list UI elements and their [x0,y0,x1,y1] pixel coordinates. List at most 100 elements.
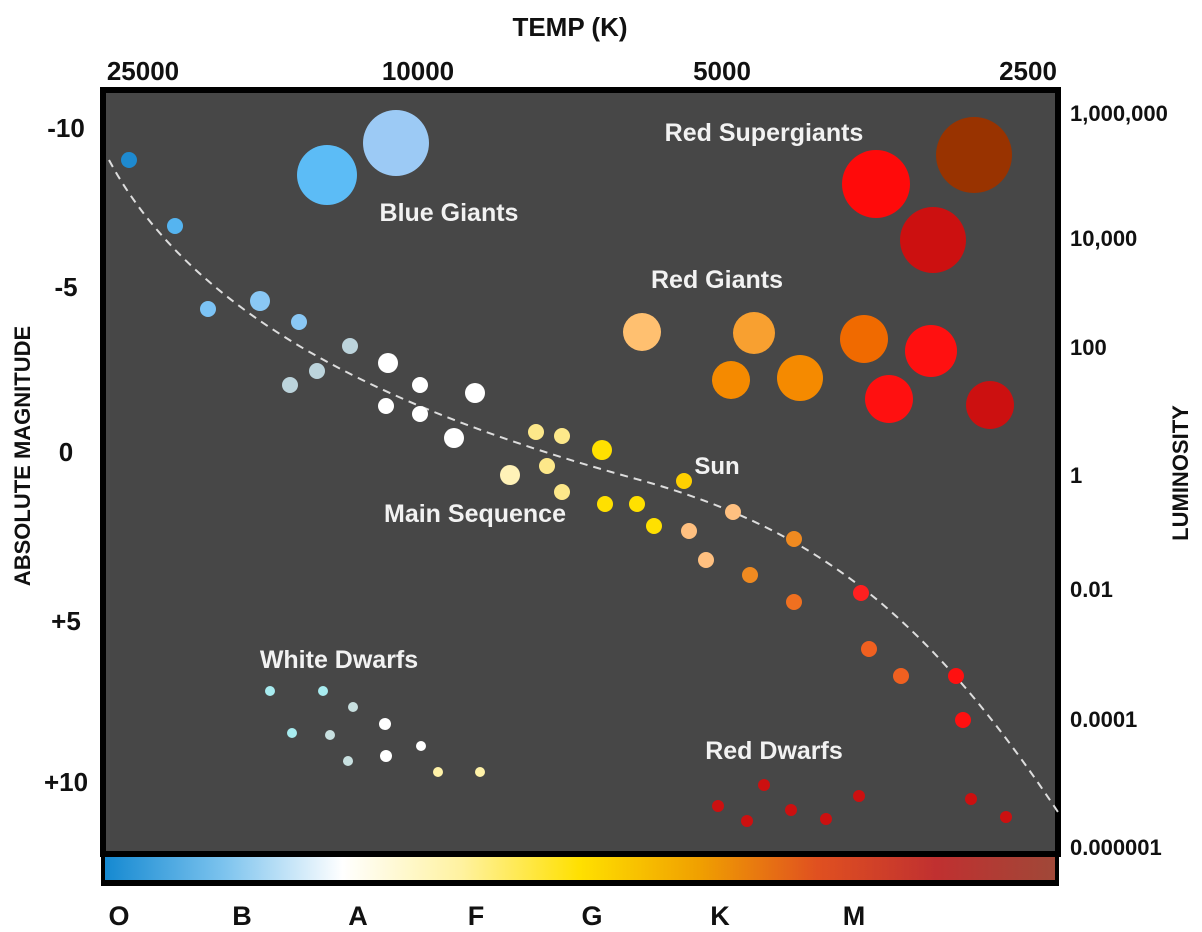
spectral-class-f: F [468,901,485,931]
main-sequence-star-11 [412,406,428,422]
label-blue-giants: Blue Giants [380,199,519,227]
giant-star-8 [777,355,823,401]
main-sequence-star-28 [786,531,802,547]
white-dwarf-star-4 [287,728,297,738]
main-sequence-star-19 [592,440,612,460]
white-dwarf-star-2 [348,702,358,712]
right-axis-label: LUMINOSITY [1168,405,1193,541]
white-dwarf-star-6 [416,741,426,751]
label-main-sequence: Main Sequence [384,500,566,528]
label-white-dwarfs: White Dwarfs [260,646,418,674]
right-tick-0.000001: 0.000001 [1070,835,1162,860]
main-sequence-star-13 [444,428,464,448]
main-sequence-star-24 [681,523,697,539]
right-tick-100: 100 [1070,335,1107,360]
main-sequence-star-14 [500,465,520,485]
label-red-giants: Red Giants [651,266,783,294]
main-sequence-star-23 [676,473,692,489]
main-sequence-star-18 [554,484,570,500]
main-sequence-star-9 [412,377,428,393]
spectral-class-o: O [108,901,129,931]
left-tick-plus5: +5 [51,606,81,636]
main-sequence-star-31 [861,641,877,657]
main-sequence-star-10 [378,398,394,414]
main-sequence-star-32 [893,668,909,684]
main-sequence-star-3 [250,291,270,311]
red-dwarf-star-0 [712,800,724,812]
main-sequence-star-21 [629,496,645,512]
giant-star-5 [623,313,661,351]
white-dwarf-star-5 [325,730,335,740]
main-sequence-star-26 [725,504,741,520]
right-tick-1: 1 [1070,463,1082,488]
main-sequence-star-2 [200,301,216,317]
main-sequence-star-1 [167,218,183,234]
label-red-supergiants: Red Supergiants [665,119,864,147]
main-sequence-star-7 [342,338,358,354]
top-tick-5000: 5000 [693,56,751,86]
main-sequence-star-22 [646,518,662,534]
giant-star-10 [905,325,957,377]
left-tick-plus10: +10 [44,767,88,797]
main-sequence-line [108,159,1059,813]
main-sequence-star-29 [786,594,802,610]
white-dwarf-star-3 [379,718,391,730]
giant-star-7 [712,361,750,399]
giant-star-4 [900,207,966,273]
main-sequence-star-20 [597,496,613,512]
right-tick-1e4: 10,000 [1070,226,1137,251]
left-axis-label: ABSOLUTE MAGNITUDE [10,326,35,586]
main-sequence-star-12 [465,383,485,403]
giant-star-3 [936,117,1012,193]
main-sequence-star-5 [282,377,298,393]
red-dwarf-star-2 [741,815,753,827]
spectral-class-k: K [710,901,730,931]
right-tick-0.01: 0.01 [1070,577,1113,602]
top-tick-2500: 2500 [999,56,1057,86]
main-sequence-star-34 [955,712,971,728]
main-sequence-star-30 [853,585,869,601]
main-sequence-star-25 [698,552,714,568]
white-dwarf-star-8 [380,750,392,762]
main-sequence-star-6 [309,363,325,379]
spectral-class-a: A [348,901,368,931]
giant-star-0 [297,145,357,205]
label-red-dwarfs: Red Dwarfs [705,737,843,765]
plot-area [100,87,1061,857]
right-tick-1e6: 1,000,000 [1070,101,1168,126]
red-dwarf-star-7 [1000,811,1012,823]
spectral-class-g: G [581,901,602,931]
main-sequence-star-15 [528,424,544,440]
main-sequence-star-0 [121,152,137,168]
white-dwarf-star-7 [343,756,353,766]
label-sun: Sun [694,453,739,480]
giant-star-9 [840,315,888,363]
red-dwarf-star-5 [853,790,865,802]
chart-title: TEMP (K) [512,12,627,42]
main-sequence-star-4 [291,314,307,330]
main-sequence-star-33 [948,668,964,684]
red-dwarf-star-4 [820,813,832,825]
white-dwarf-star-9 [433,767,443,777]
giant-star-11 [865,375,913,423]
giant-star-12 [966,381,1014,429]
left-tick-0: 0 [59,437,73,467]
white-dwarf-star-10 [475,767,485,777]
spectral-class-b: B [232,901,252,931]
right-tick-0.0001: 0.0001 [1070,707,1137,732]
spectrum-bar [105,857,1055,880]
giant-star-1 [363,110,429,176]
main-sequence-star-8 [378,353,398,373]
top-tick-10000: 10000 [382,56,454,86]
giant-star-6 [733,312,775,354]
red-dwarf-star-3 [785,804,797,816]
white-dwarf-star-0 [265,686,275,696]
main-sequence-star-17 [539,458,555,474]
stars-layer [121,110,1014,827]
red-dwarf-star-1 [758,779,770,791]
white-dwarf-star-1 [318,686,328,696]
spectral-class-m: M [843,901,866,931]
main-sequence-star-27 [742,567,758,583]
left-tick-minus10: -10 [47,113,85,143]
